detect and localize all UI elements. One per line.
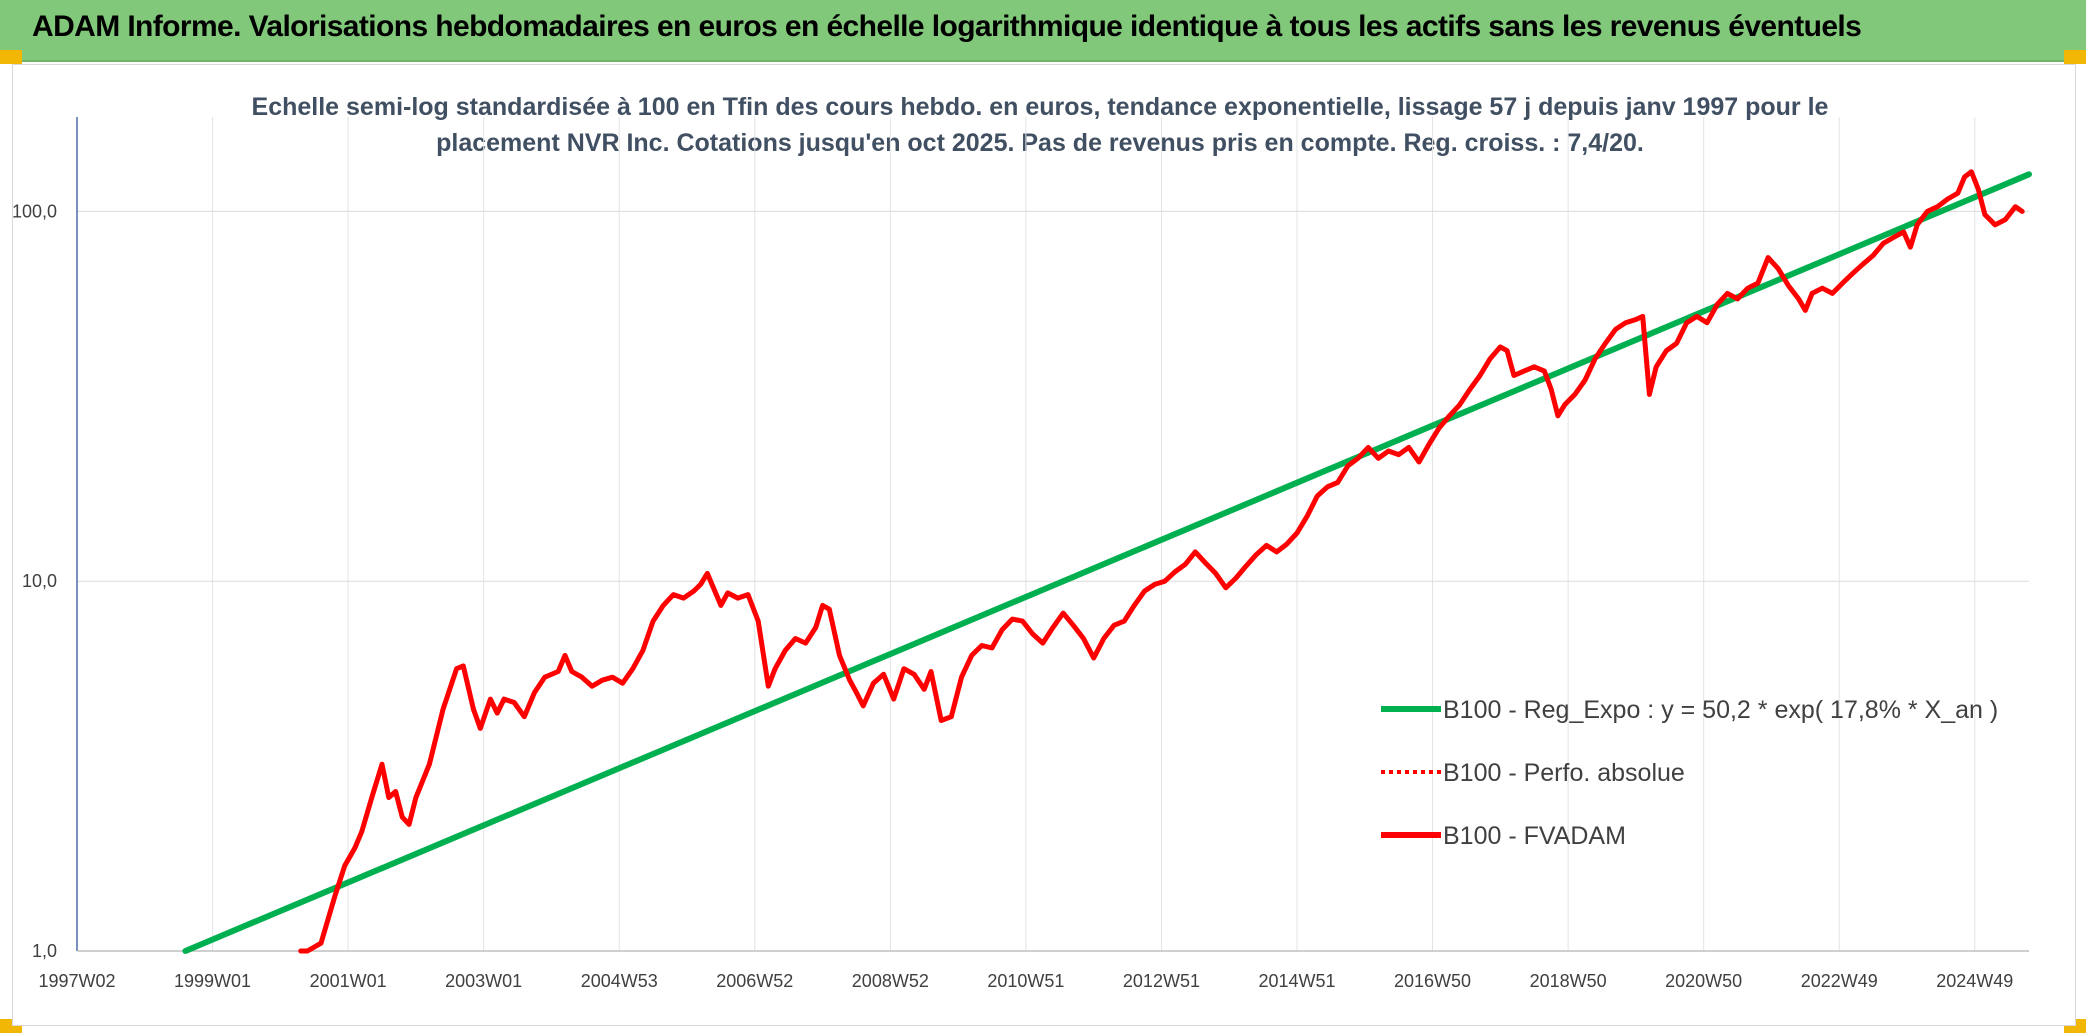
corner-marker-top-right <box>2064 50 2086 64</box>
x-tick-label: 1999W01 <box>174 971 251 991</box>
x-tick-label: 1997W02 <box>38 971 115 991</box>
x-tick-label: 2003W01 <box>445 971 522 991</box>
chart-area: Echelle semi-log standardisée à 100 en T… <box>12 64 2076 1026</box>
legend-label-perfo: B100 - Perfo. absolue <box>1443 759 1685 787</box>
chart-svg: Echelle semi-log standardisée à 100 en T… <box>13 93 2032 991</box>
legend-label-trend: B100 - Reg_Expo : y = 50,2 * exp( 17,8% … <box>1443 696 1998 724</box>
report-title: ADAM Informe. Valorisations hebdomadaire… <box>32 10 1862 43</box>
legend: B100 - Reg_Expo : y = 50,2 * exp( 17,8% … <box>1381 696 1998 850</box>
x-tick-label: 2018W50 <box>1530 971 1607 991</box>
y-tick-label: 1,0 <box>32 941 57 961</box>
legend-label-fvadam: B100 - FVADAM <box>1443 822 1626 850</box>
x-tick-label: 2004W53 <box>581 971 658 991</box>
fvadam-line <box>298 169 2025 954</box>
x-tick-label: 2014W51 <box>1258 971 1335 991</box>
y-tick-label: 10,0 <box>22 571 57 591</box>
gridlines <box>77 117 2029 951</box>
x-tick-label: 2010W51 <box>987 971 1064 991</box>
x-tick-label: 2001W01 <box>310 971 387 991</box>
x-tick-label: 2006W52 <box>716 971 793 991</box>
trend-line <box>182 171 2032 954</box>
x-tick-label: 2024W49 <box>1936 971 2013 991</box>
chart-subtitle-line-1: Echelle semi-log standardisée à 100 en T… <box>252 93 1829 121</box>
x-tick-label: 2008W52 <box>852 971 929 991</box>
x-tick-label: 2020W50 <box>1665 971 1742 991</box>
report-header: ADAM Informe. Valorisations hebdomadaire… <box>0 0 2086 62</box>
corner-marker-top-left <box>0 50 22 64</box>
x-tick-label: 2012W51 <box>1123 971 1200 991</box>
axes: 1997W02 1999W01 2001W01 2003W01 2004W53 2006W… <box>13 117 2029 991</box>
x-tick-label: 2016W50 <box>1394 971 1471 991</box>
y-tick-label: 100,0 <box>13 201 57 221</box>
chart-subtitle-line-2: placement NVR Inc. Cotations jusqu'en oc… <box>436 129 1644 157</box>
x-tick-label: 2022W49 <box>1801 971 1878 991</box>
series-group <box>182 169 2032 954</box>
